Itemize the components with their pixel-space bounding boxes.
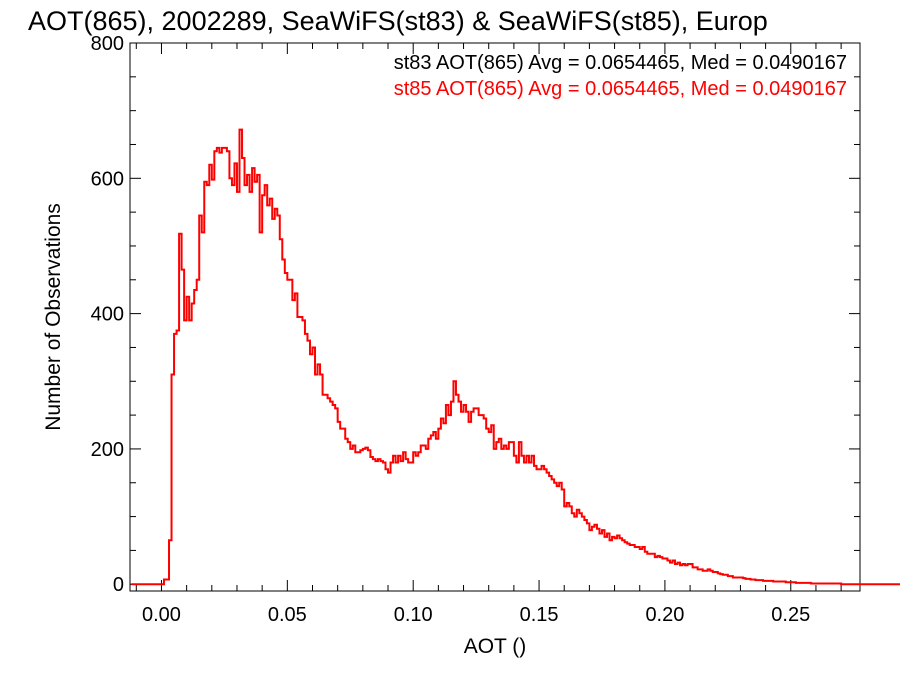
- legend-entry-0: st83 AOT(865) Avg = 0.0654465, Med = 0.0…: [394, 52, 847, 74]
- x-tick-label: 0.20: [645, 604, 684, 626]
- y-tick-label: 400: [91, 304, 124, 326]
- y-tick-label: 200: [91, 439, 124, 461]
- y-tick-label: 600: [91, 168, 124, 190]
- series-group: [131, 128, 900, 586]
- x-axis-label: AOT (): [464, 635, 527, 658]
- series-line-0: [131, 128, 900, 586]
- x-tick-label: 0.25: [771, 604, 810, 626]
- y-tick-label: 800: [91, 33, 124, 55]
- axis-tick-labels: 0.00 0.05 0.10 0.15 0.20 0.25 0 200 400 600 800: [91, 33, 811, 626]
- chart-title: AOT(865), 2002289, SeaWiFS(st83) & SeaWi…: [28, 6, 768, 36]
- x-tick-label: 0.10: [394, 604, 433, 626]
- x-tick-label: 0.05: [268, 604, 307, 626]
- legend: st83 AOT(865) Avg = 0.0654465, Med = 0.0…: [394, 52, 847, 100]
- legend-entry-1: st85 AOT(865) Avg = 0.0654465, Med = 0.0…: [394, 78, 847, 100]
- y-tick-label: 0: [113, 574, 124, 596]
- plot-frame: [129, 42, 861, 592]
- x-tick-label: 0.15: [520, 604, 559, 626]
- y-axis-label: Number of Observations: [42, 203, 65, 431]
- x-tick-label: 0.00: [142, 604, 181, 626]
- axis-ticks: [130, 42, 860, 591]
